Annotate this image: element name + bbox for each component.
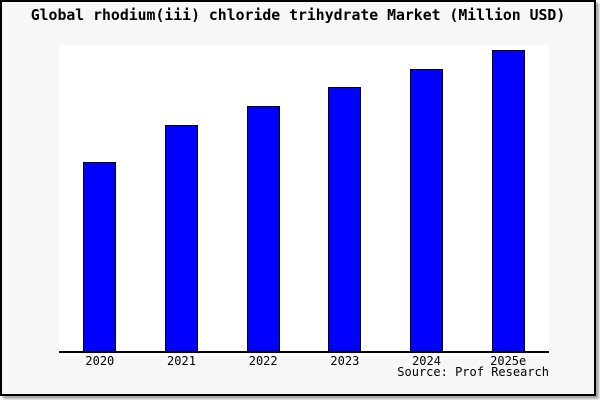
bar-slot <box>386 45 468 352</box>
x-tick-label-2023: 2023 <box>330 354 360 368</box>
bar-slot <box>467 45 549 352</box>
x-tick-label-2025e: 2025e <box>490 354 527 368</box>
plot-area <box>59 45 549 356</box>
bar-2023 <box>328 87 362 352</box>
x-axis-line <box>59 351 549 353</box>
bar-slot <box>222 45 304 352</box>
source-note: Source: Prof Research <box>397 365 549 379</box>
x-tick-label-2024: 2024 <box>412 354 441 368</box>
bar-slot <box>141 45 223 352</box>
chart-title: Global rhodium(iii) chloride trihydrate … <box>30 7 566 24</box>
bar-2025e <box>491 50 525 352</box>
bar-slot <box>59 45 141 352</box>
bar-2022 <box>246 106 280 352</box>
x-tick-label-2022: 2022 <box>248 354 278 368</box>
bar-2020 <box>83 162 117 352</box>
x-tick-label-2020: 2020 <box>85 354 115 368</box>
bar-slot <box>304 45 386 352</box>
bar-2021 <box>165 125 198 352</box>
bar-2024 <box>410 69 444 352</box>
x-tick-label-2021: 2021 <box>167 354 196 368</box>
x-axis-labels: 2020 2021 2022 2023 2024 2025e <box>59 354 549 368</box>
bars-container <box>59 45 549 352</box>
